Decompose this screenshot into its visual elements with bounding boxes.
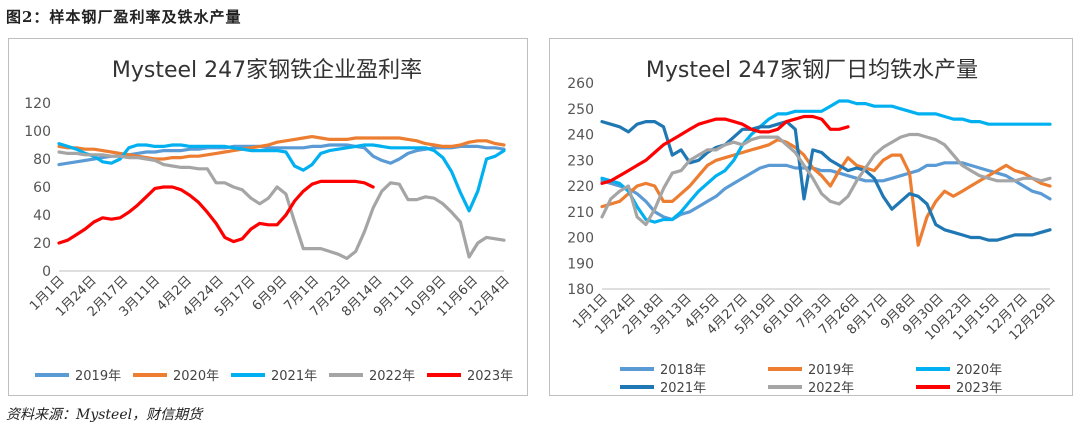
legend-label: 2021年 xyxy=(271,369,317,384)
series-line-2023年 xyxy=(57,179,375,245)
figure-title: 图2：样本钢厂盈利率及铁水产量 xyxy=(6,8,242,26)
legend-label: 2020年 xyxy=(956,363,1002,378)
profitability-chart-panel: Mysteel 247家钢铁企业盈利率 0 20 40 60 80 100 120 1月1日 1月… xyxy=(8,38,528,396)
series-line-2018年 xyxy=(600,161,1052,222)
chart-title: Mysteel 247家钢铁企业盈利率 xyxy=(112,58,422,83)
x-tick-label: 6月9日 xyxy=(250,273,291,314)
series-line-2020年 xyxy=(600,99,1052,224)
y-tick-label: 210 xyxy=(567,205,594,221)
series-line-2022年 xyxy=(600,132,1052,227)
y-tick-label: 240 xyxy=(567,128,594,144)
y-tick-label: 20 xyxy=(33,236,51,252)
series-line-2020年 xyxy=(57,134,506,161)
y-tick-label: 180 xyxy=(567,282,594,298)
legend-label: 2023年 xyxy=(956,381,1002,395)
y-tick-label: 230 xyxy=(567,153,594,169)
y-tick-label: 220 xyxy=(567,179,594,195)
series-line-2021年 xyxy=(57,141,506,213)
y-tick-label: 250 xyxy=(567,102,594,118)
series-line-2023年 xyxy=(600,114,850,185)
series-line-2021年 xyxy=(600,119,1052,242)
hot-metal-chart-panel: Mysteel 247家钢厂日均铁水产量 180 190 200 210 220 230 24… xyxy=(549,38,1073,396)
y-tick-label: 100 xyxy=(24,124,51,140)
y-tick-label: 40 xyxy=(33,208,51,224)
series-line-2019年 xyxy=(600,138,1052,247)
y-tick-label: 120 xyxy=(24,96,51,112)
profitability-chart: Mysteel 247家钢铁企业盈利率0204060801001201月1日1月… xyxy=(24,58,513,384)
legend-label: 2018年 xyxy=(660,363,706,378)
legend-label: 2019年 xyxy=(75,369,121,384)
y-tick-label: 0 xyxy=(42,264,51,280)
hot-metal-chart: Mysteel 247家钢厂日均铁水产量 180 190 200 210 220 230 24… xyxy=(567,58,1059,395)
y-tick-label: 260 xyxy=(567,76,594,92)
legend-label: 2023年 xyxy=(467,369,513,384)
legend-label: 2022年 xyxy=(808,381,854,395)
y-tick-label: 80 xyxy=(33,152,51,168)
y-tick-label: 60 xyxy=(33,180,51,196)
source-note: 资料来源：Mysteel，财信期货 xyxy=(6,407,203,423)
y-tick-label: 190 xyxy=(567,256,594,272)
legend-label: 2020年 xyxy=(173,369,219,384)
chart-title: Mysteel 247家钢厂日均铁水产量 xyxy=(646,58,978,83)
y-tick-label: 200 xyxy=(567,231,594,247)
series-line-2022年 xyxy=(57,150,506,260)
legend-label: 2022年 xyxy=(369,369,415,384)
legend-label: 2019年 xyxy=(808,363,854,378)
legend-label: 2021年 xyxy=(660,381,706,395)
